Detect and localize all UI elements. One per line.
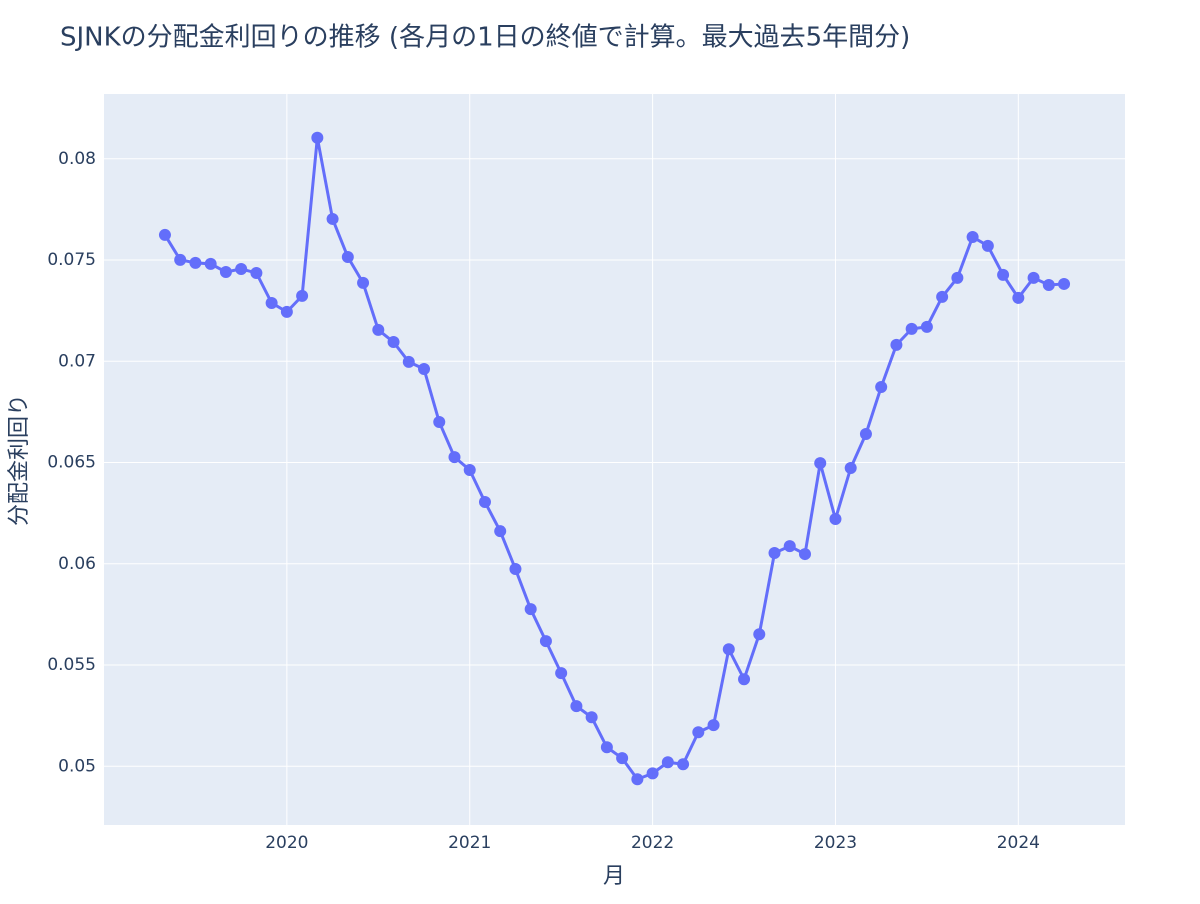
point — [677, 758, 690, 771]
point — [296, 289, 309, 302]
x-tick-label: 2020 — [265, 833, 308, 853]
point — [768, 547, 781, 560]
point — [661, 756, 674, 769]
point — [936, 290, 949, 303]
point — [692, 726, 705, 739]
point — [311, 131, 324, 144]
point — [326, 212, 339, 225]
point — [478, 496, 491, 509]
point — [920, 320, 933, 333]
y-tick-label: 0.05 — [58, 756, 96, 776]
x-tick-label: 2022 — [631, 833, 674, 853]
point — [890, 338, 903, 351]
point — [966, 230, 979, 243]
point — [905, 322, 918, 335]
x-tick-label: 2024 — [997, 833, 1040, 853]
point — [997, 268, 1010, 281]
point — [722, 643, 735, 656]
point — [494, 525, 507, 538]
point — [189, 256, 202, 269]
point — [981, 239, 994, 252]
point — [555, 667, 568, 680]
point — [1027, 271, 1040, 284]
point — [235, 262, 248, 275]
x-tick-label: 2021 — [448, 833, 491, 853]
point — [798, 548, 811, 561]
point — [463, 464, 476, 477]
point — [418, 362, 431, 375]
point — [372, 323, 385, 336]
plot-area — [104, 94, 1125, 825]
point — [448, 451, 461, 464]
point — [357, 276, 370, 289]
point — [875, 381, 888, 394]
point — [1012, 291, 1025, 304]
point — [1042, 278, 1055, 291]
point — [219, 265, 232, 278]
point — [738, 673, 751, 686]
chart-title: SJNKの分配金利回りの推移 (各月の1日の終値で計算。最大過去5年間分) — [60, 23, 910, 53]
point — [585, 711, 598, 724]
y-tick-label: 0.055 — [47, 655, 96, 675]
y-tick-label: 0.08 — [58, 149, 96, 169]
point — [387, 336, 400, 349]
point — [280, 305, 293, 318]
y-tick-label: 0.065 — [47, 453, 96, 473]
point — [433, 416, 446, 429]
point — [631, 773, 644, 786]
point — [570, 700, 583, 713]
point — [174, 253, 187, 266]
y-tick-label: 0.07 — [58, 351, 96, 371]
point — [158, 228, 171, 241]
point — [783, 540, 796, 553]
point — [616, 752, 629, 765]
point — [539, 635, 552, 648]
point — [753, 628, 766, 641]
point — [509, 563, 522, 576]
x-tick-label: 2023 — [814, 833, 857, 853]
point — [646, 767, 659, 780]
y-tick-label: 0.075 — [47, 250, 96, 270]
point — [829, 513, 842, 526]
point — [524, 603, 537, 616]
point — [204, 257, 217, 270]
point — [859, 427, 872, 440]
y-tick-label: 0.06 — [58, 554, 96, 574]
x-axis-title: 月 — [603, 864, 625, 889]
point — [814, 457, 827, 470]
point — [341, 251, 354, 264]
point — [1058, 277, 1071, 290]
point — [402, 355, 415, 368]
point — [707, 719, 720, 732]
point — [844, 462, 857, 475]
y-axis-title: 分配金利回り — [7, 394, 32, 526]
point — [265, 296, 278, 309]
point — [951, 271, 964, 284]
point — [600, 741, 613, 754]
point — [250, 267, 263, 280]
